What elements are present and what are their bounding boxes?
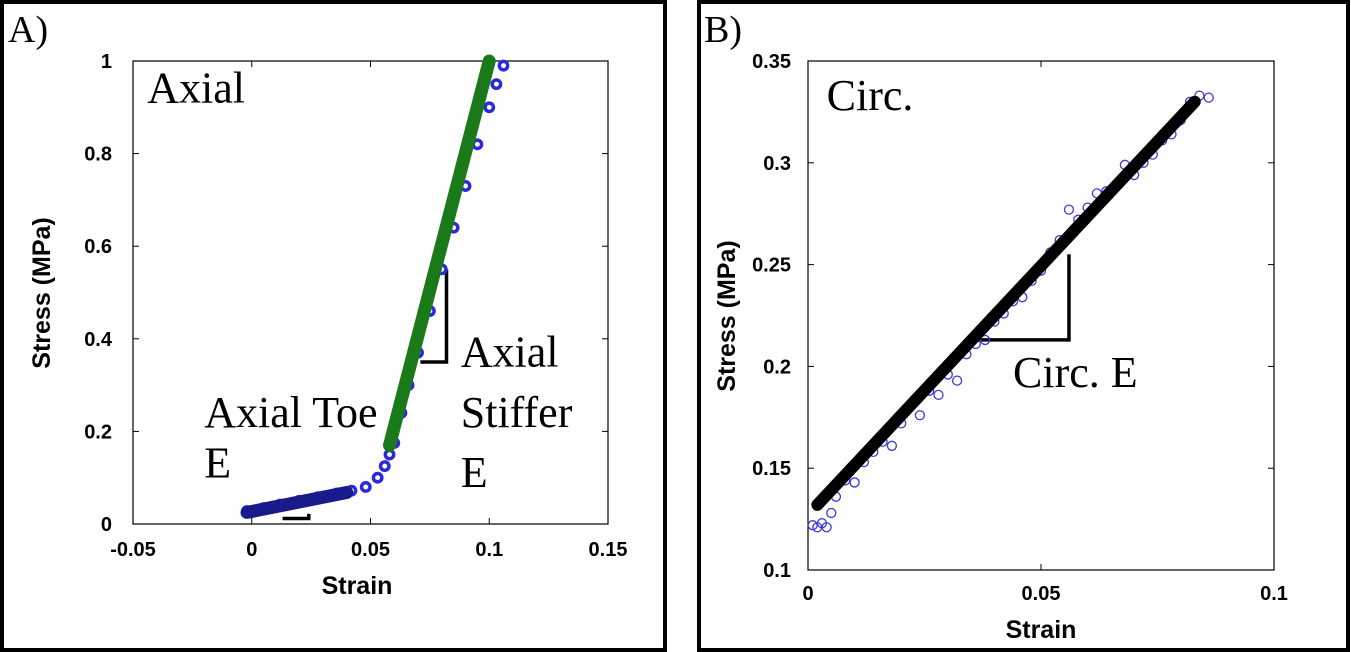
slope-marker: [282, 513, 311, 521]
data-point: [821, 522, 832, 533]
x-tick-label: 0.1: [1260, 583, 1288, 605]
data-point: [826, 507, 837, 519]
panel-b-plot-area: [807, 60, 1275, 571]
annotation: Axial: [147, 64, 245, 113]
data-point: [378, 460, 391, 473]
data-point: [951, 375, 963, 386]
x-tick-label: 0.05: [1022, 583, 1061, 605]
panel-a-series: [240, 54, 510, 519]
y-tick-label: 0.4: [84, 329, 113, 351]
panel-b-frame: [697, 0, 1350, 652]
panel-b-y-tick-labels: 0.1 0.15 0.2 0.25 0.3 0.35: [752, 51, 791, 582]
panel-a-ticks: [132, 60, 609, 525]
annotation: Axial Toe: [204, 388, 377, 437]
data-point: [849, 477, 860, 488]
panel-b-series: [807, 90, 1214, 533]
panel-b-y-axis-label: Stress (MPa): [713, 240, 741, 391]
x-tick-label: 0.15: [589, 539, 628, 561]
panel-b-annotations: Circ. Circ. E: [827, 71, 1138, 397]
x-tick-label: 0: [802, 583, 813, 605]
y-tick-label: 0.35: [752, 51, 791, 73]
y-tick-label: 0.1: [763, 560, 791, 582]
data-point: [979, 334, 991, 346]
panel-b-slope-markers: [975, 254, 1071, 342]
data-point: [933, 389, 944, 401]
slope-marker: [975, 254, 1071, 342]
panel-a-x-tick-labels: -0.05 0 0.05 0.1 0.15: [110, 539, 627, 561]
panel-a-y-axis-label: Stress (MPa): [28, 217, 56, 368]
panel-b: B) 0 0.05 0.1 0.10.150.20.250.30.35 Circ.C…: [697, 0, 1350, 652]
y-tick-label: 1: [101, 51, 112, 73]
panel-b-letter: B): [704, 9, 742, 51]
data-point: [914, 410, 925, 421]
panel-a-slope-markers: [282, 269, 449, 521]
panel-a-letter: A): [8, 9, 48, 51]
data-point: [1203, 92, 1214, 103]
y-tick-label: 0.3: [763, 153, 791, 175]
data-point: [886, 440, 898, 451]
y-tick-label: 0.15: [752, 458, 791, 480]
y-tick-label: 0.2: [763, 356, 791, 378]
data-point: [1063, 204, 1075, 215]
data-point: [483, 101, 496, 114]
x-tick-label: -0.05: [110, 539, 156, 561]
annotation: Circ.: [827, 71, 914, 120]
annotation: Axial: [461, 328, 559, 377]
data-point: [371, 471, 384, 484]
panel-a-frame: [0, 0, 667, 652]
y-tick-label: 0: [101, 514, 112, 536]
panel-b-x-tick-labels: 0 0.05 0.1: [802, 583, 1287, 605]
x-tick-label: 0.1: [475, 539, 503, 561]
annotation: E: [204, 439, 231, 488]
fit-line: [383, 54, 496, 452]
annotation: E: [461, 448, 488, 497]
panel-b-x-axis-label: Strain: [1006, 616, 1077, 644]
y-tick-label: 0.2: [84, 421, 112, 443]
x-tick-label: 0: [246, 539, 257, 561]
fit-line: [240, 486, 354, 519]
fit-line: [811, 95, 1201, 511]
panel-b-ticks: [807, 60, 1275, 571]
scatter-series: [807, 90, 1214, 533]
panel-a-y-tick-labels: 0 0.2 0.4 0.6 0.8 1: [84, 51, 113, 536]
data-point: [497, 59, 510, 72]
x-tick-label: 0.05: [351, 539, 390, 561]
panel-a-x-axis-label: Strain: [322, 572, 393, 600]
panel-a: A) -0.05 0 0.05 0.1 0.15 0 0.2 0.4 0.6 0.8 1 Axia…: [0, 0, 667, 652]
slope-marker: [420, 269, 449, 364]
data-point: [490, 78, 503, 91]
y-tick-label: 0.8: [84, 144, 112, 166]
y-tick-label: 0.6: [84, 236, 112, 258]
y-tick-label: 0.25: [752, 255, 791, 277]
annotation: Circ. E: [1013, 348, 1138, 397]
data-point: [807, 520, 818, 531]
data-point: [359, 481, 372, 493]
annotation: Stiffer: [461, 388, 573, 437]
